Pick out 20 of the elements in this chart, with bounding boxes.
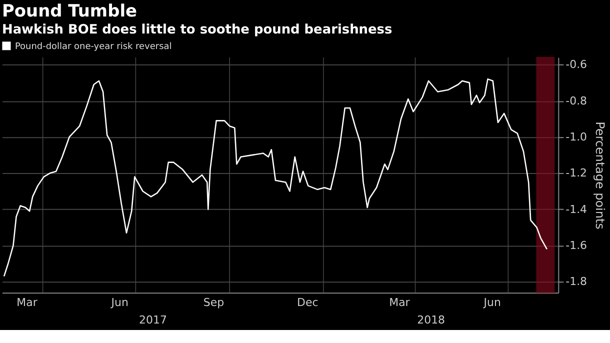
y-tick-label: -1.0 bbox=[566, 130, 588, 144]
x-tick-label: Mar bbox=[16, 296, 38, 310]
y-tick-label: -1.8 bbox=[566, 275, 588, 288]
chart-title: Pound Tumble bbox=[2, 0, 138, 20]
y-axis-title: Percentage points bbox=[593, 122, 608, 230]
x-tick-label: Jun bbox=[482, 296, 501, 310]
chart-subtitle: Hawkish BOE does little to soothe pound bearishness bbox=[2, 22, 392, 38]
y-tick-label: -1.4 bbox=[566, 202, 588, 216]
y-tick-label: -0.6 bbox=[566, 58, 588, 72]
y-tick-label: -1.2 bbox=[566, 166, 588, 180]
x-tick-label: Mar bbox=[389, 296, 410, 310]
x-tick-label: Jun bbox=[110, 296, 128, 310]
y-tick-label: -1.6 bbox=[566, 239, 588, 252]
x-tick-label: Dec bbox=[297, 296, 318, 310]
text: 2018 bbox=[417, 313, 446, 326]
y-tick-label: -0.8 bbox=[566, 94, 588, 108]
text: 2017 bbox=[139, 313, 167, 326]
x-tick-label: Sep bbox=[203, 296, 224, 310]
line-series bbox=[3, 78, 548, 277]
legend-label: Pound-dollar one-year risk reversal bbox=[14, 42, 172, 52]
